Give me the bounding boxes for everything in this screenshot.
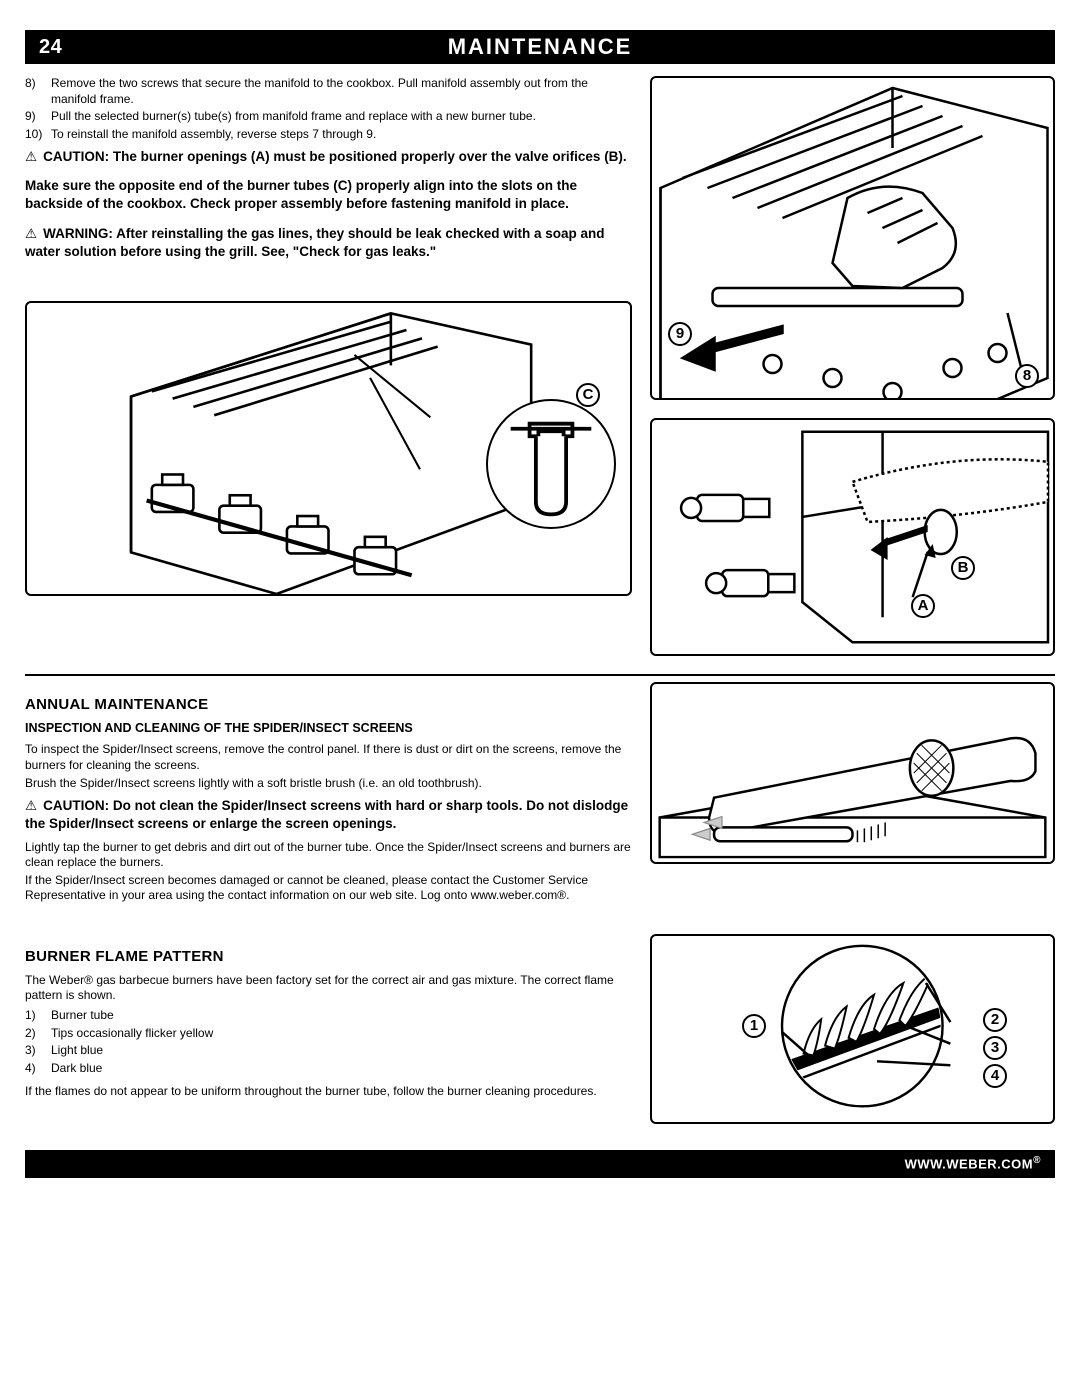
figure-burner-slot-c: C <box>25 301 632 596</box>
label-2: 2 <box>983 1008 1007 1032</box>
flame-right: 1 2 3 4 <box>650 934 1055 1124</box>
top-right-column: 9 8 <box>650 76 1055 656</box>
section-divider <box>25 674 1055 676</box>
annual-p4: If the Spider/Insect screen becomes dama… <box>25 873 632 904</box>
annual-caution: CAUTION: Do not clean the Spider/Insect … <box>25 797 632 833</box>
step-text: To reinstall the manifold assembly, reve… <box>51 127 376 143</box>
flame-list: 1)Burner tube 2)Tips occasionally flicke… <box>25 1008 632 1076</box>
annual-p2: Brush the Spider/Insect screens lightly … <box>25 776 632 792</box>
footer-url: WWW.WEBER.COM <box>905 1156 1034 1171</box>
annual-p3: Lightly tap the burner to get debris and… <box>25 840 632 871</box>
annual-section: ANNUAL MAINTENANCE INSPECTION AND CLEANI… <box>25 682 1055 904</box>
step-num: 9) <box>25 109 51 125</box>
annual-left: ANNUAL MAINTENANCE INSPECTION AND CLEANI… <box>25 682 632 904</box>
registered-mark: ® <box>1033 1155 1041 1166</box>
caution-burner-openings: CAUTION: The burner openings (A) must be… <box>25 148 632 166</box>
warning-leak-check: WARNING: After reinstalling the gas line… <box>25 225 632 261</box>
annual-title: ANNUAL MAINTENANCE <box>25 696 632 715</box>
label-3: 3 <box>983 1036 1007 1060</box>
figure-spider-screen-brush <box>650 682 1055 864</box>
footer-bar: WWW.WEBER.COM® <box>25 1150 1055 1178</box>
step-text: Remove the two screws that secure the ma… <box>51 76 632 107</box>
flame-item-2: 2)Tips occasionally flicker yellow <box>25 1026 632 1042</box>
figure-valve-orifice: B A <box>650 418 1055 656</box>
flame-item-4: 4)Dark blue <box>25 1061 632 1077</box>
step-8: 8)Remove the two screws that secure the … <box>25 76 632 107</box>
note-alignment: Make sure the opposite end of the burner… <box>25 177 632 213</box>
label-a: A <box>911 594 935 618</box>
step-num: 8) <box>25 76 51 107</box>
flame-section: BURNER FLAME PATTERN The Weber® gas barb… <box>25 934 1055 1124</box>
top-section: 8)Remove the two screws that secure the … <box>25 76 1055 656</box>
figure-flame-pattern: 1 2 3 4 <box>650 934 1055 1124</box>
annual-right <box>650 682 1055 904</box>
label-4: 4 <box>983 1064 1007 1088</box>
annual-subtitle: INSPECTION AND CLEANING OF THE SPIDER/IN… <box>25 721 632 737</box>
label-1: 1 <box>742 1014 766 1038</box>
step-10: 10)To reinstall the manifold assembly, r… <box>25 127 632 143</box>
flame-left: BURNER FLAME PATTERN The Weber® gas barb… <box>25 934 632 1124</box>
step-9: 9)Pull the selected burner(s) tube(s) fr… <box>25 109 632 125</box>
header-bar: 24 MAINTENANCE <box>25 30 1055 64</box>
callout-slot-detail <box>486 399 616 529</box>
step-num: 10) <box>25 127 51 143</box>
label-8: 8 <box>1015 364 1039 388</box>
annual-p1: To inspect the Spider/Insect screens, re… <box>25 742 632 773</box>
flame-note: If the flames do not appear to be unifor… <box>25 1084 632 1100</box>
page-title: MAINTENANCE <box>25 33 1055 61</box>
step-list: 8)Remove the two screws that secure the … <box>25 76 632 142</box>
top-left-column: 8)Remove the two screws that secure the … <box>25 76 632 656</box>
flame-intro: The Weber® gas barbecue burners have bee… <box>25 973 632 1004</box>
step-text: Pull the selected burner(s) tube(s) from… <box>51 109 536 125</box>
figure-manifold-removal: 9 8 <box>650 76 1055 400</box>
flame-item-1: 1)Burner tube <box>25 1008 632 1024</box>
label-b: B <box>951 556 975 580</box>
label-9: 9 <box>668 322 692 346</box>
flame-item-3: 3)Light blue <box>25 1043 632 1059</box>
flame-title: BURNER FLAME PATTERN <box>25 948 632 967</box>
